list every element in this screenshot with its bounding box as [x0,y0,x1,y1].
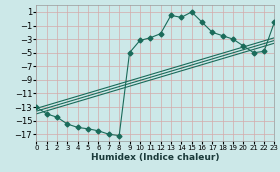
X-axis label: Humidex (Indice chaleur): Humidex (Indice chaleur) [91,153,220,162]
